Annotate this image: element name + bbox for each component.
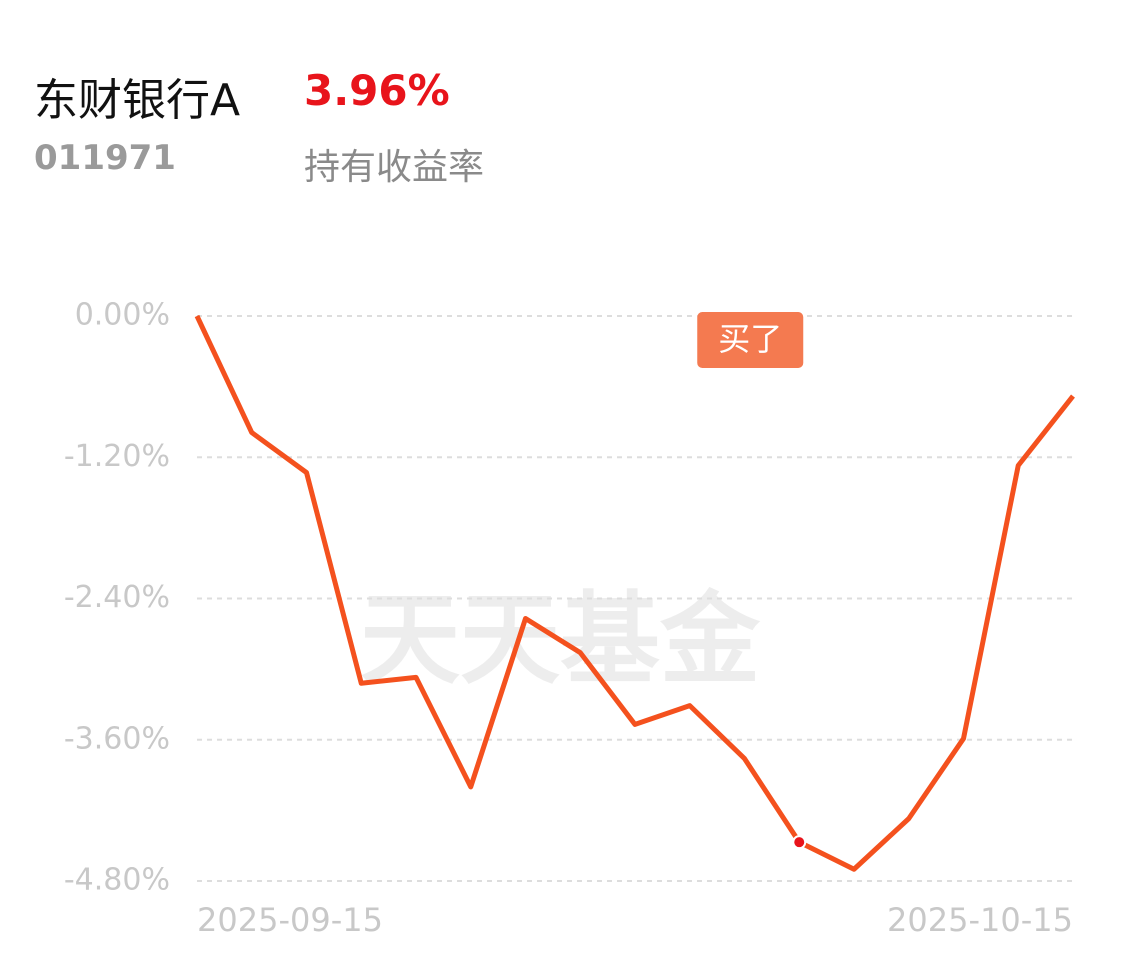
- y-tick-label: -4.80%: [64, 863, 170, 898]
- fund-code: 011971: [34, 138, 176, 178]
- y-tick-label: -1.20%: [64, 439, 170, 474]
- return-label: 持有收益率: [304, 147, 485, 188]
- fund-name: 东财银行A: [34, 75, 241, 126]
- y-tick-label: -3.60%: [64, 721, 170, 756]
- y-tick-label: -2.40%: [64, 580, 170, 615]
- annotation-box: [697, 312, 804, 368]
- annotation-label: 买了: [718, 320, 782, 358]
- buy-point: [792, 835, 807, 850]
- return-value: 3.96%: [304, 66, 450, 115]
- x-tick-label: 2025-10-15: [887, 901, 1073, 939]
- y-tick-label: 0.00%: [75, 298, 170, 333]
- line-series: [194, 314, 1075, 872]
- x-tick-label: 2025-09-15: [197, 901, 383, 939]
